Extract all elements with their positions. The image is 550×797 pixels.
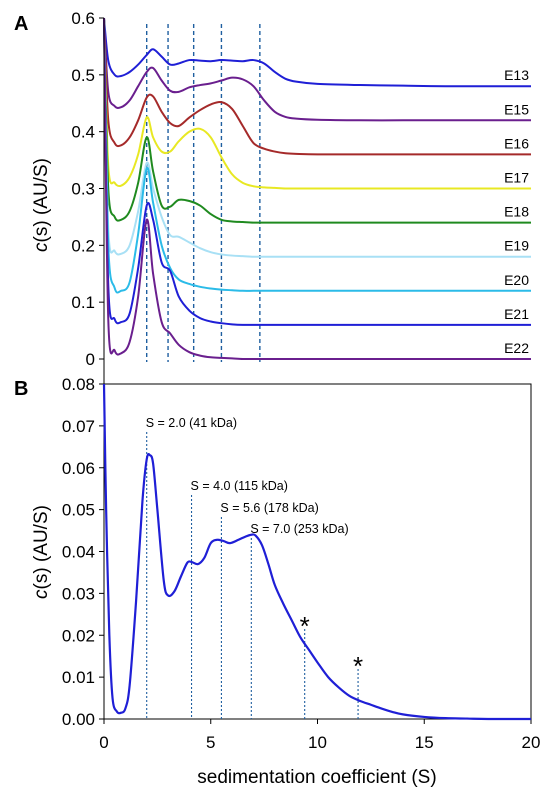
panel-a-series-label: E22 bbox=[504, 340, 529, 356]
panel-b-series bbox=[102, 383, 532, 721]
panel-a-series-line-e16 bbox=[103, 17, 532, 156]
panel-a-series-line-e22 bbox=[103, 17, 531, 361]
panel-b-asterisk-marker: * bbox=[353, 651, 363, 681]
panel-a-series-label: E17 bbox=[504, 170, 529, 186]
panel-b-x-axis-label: sedimentation coefficient (S) bbox=[197, 767, 436, 788]
panel-b-markers: ** bbox=[300, 611, 364, 681]
panel-b-annotation-drop-lines bbox=[146, 432, 359, 719]
panel-b-frame bbox=[103, 383, 532, 720]
panel-a-series-line-e21 bbox=[103, 17, 531, 326]
panel-a-vertical-reference-lines bbox=[145, 24, 261, 362]
panel-a-series-line-e15 bbox=[103, 17, 531, 122]
panel-b-y-tick-label: 0.08 bbox=[62, 375, 95, 394]
panel-a: A c(s) (AU/S) E13 E15 E16 E17 E18 E19 E20 E21 E2… bbox=[14, 9, 532, 384]
panel-b-x-tick-label: 0 bbox=[99, 733, 108, 752]
panel-b-x-tick-label: 20 bbox=[522, 733, 541, 752]
panel-a-series-labels: E13 E15 E16 E17 E18 E19 E20 E21 E22 bbox=[504, 67, 529, 356]
panel-b-y-tick-label: 0.00 bbox=[62, 710, 95, 729]
panel-b: B c(s) (AU/S) sedimentation coefficient … bbox=[14, 375, 540, 788]
panel-b-asterisk-marker: * bbox=[300, 611, 310, 641]
panel-b-annotation-label: S = 2.0 (41 kDa) bbox=[146, 416, 237, 430]
panel-a-series-line-e20 bbox=[103, 17, 531, 294]
panel-b-y-tick-label: 0.05 bbox=[62, 501, 95, 520]
panel-b-y-axis-label-rest: (s) (AU/S) bbox=[31, 505, 52, 589]
panel-a-y-ticks: 0 0.1 0.2 0.3 0.4 0.5 0.6 bbox=[71, 9, 104, 369]
panel-b-y-tick-label: 0.02 bbox=[62, 626, 95, 645]
panel-a-y-tick-label: 0.4 bbox=[71, 123, 95, 142]
panel-a-series-label: E16 bbox=[504, 135, 529, 151]
panel-a-series-label: E19 bbox=[504, 238, 529, 254]
panel-a-y-axis-label-italic: c bbox=[31, 242, 52, 252]
panel-b-y-tick-label: 0.03 bbox=[62, 584, 95, 603]
panel-b-x-ticks: 0 5 10 15 20 bbox=[99, 719, 540, 752]
panel-a-series-label: E21 bbox=[504, 306, 529, 322]
panel-a-letter: A bbox=[14, 13, 28, 35]
panel-a-series-line-e13 bbox=[103, 17, 532, 88]
panel-a-y-tick-label: 0 bbox=[86, 350, 95, 369]
panel-b-annotation-label: S = 4.0 (115 kDa) bbox=[191, 479, 288, 493]
panel-a-y-tick-label: 0.5 bbox=[71, 66, 95, 85]
panel-a-y-tick-label: 0.1 bbox=[71, 293, 95, 312]
panel-a-series-line-e17 bbox=[103, 17, 531, 190]
panel-a-series-line-e18 bbox=[103, 17, 531, 224]
panel-b-y-ticks: 0.00 0.01 0.02 0.03 0.04 0.05 0.06 0.07 0.08 bbox=[62, 375, 104, 729]
panel-b-x-tick-label: 15 bbox=[415, 733, 434, 752]
panel-a-y-tick-label: 0.6 bbox=[71, 9, 95, 28]
panel-b-y-axis-label-italic: c bbox=[31, 589, 52, 599]
panel-b-y-tick-label: 0.06 bbox=[62, 459, 95, 478]
panel-b-annotation-label: S = 7.0 (253 kDa) bbox=[250, 522, 348, 536]
panel-b-distribution-line bbox=[102, 383, 532, 721]
panel-a-series-line-e19 bbox=[103, 17, 531, 258]
panel-a-series-label: E20 bbox=[504, 272, 529, 288]
panel-a-series bbox=[103, 17, 532, 361]
panel-b-y-tick-label: 0.01 bbox=[62, 668, 95, 687]
panel-a-y-tick-label: 0.2 bbox=[71, 236, 95, 255]
panel-b-y-tick-label: 0.07 bbox=[62, 417, 95, 436]
panel-b-annotations: S = 2.0 (41 kDa) S = 4.0 (115 kDa) S = 5.6… bbox=[146, 416, 349, 536]
panel-b-x-tick-label: 10 bbox=[308, 733, 327, 752]
panel-a-series-label: E13 bbox=[504, 67, 529, 83]
panel-a-series-label: E18 bbox=[504, 204, 529, 220]
panel-b-letter: B bbox=[14, 378, 28, 400]
panel-a-y-tick-label: 0.3 bbox=[71, 180, 95, 199]
panel-b-y-tick-label: 0.04 bbox=[62, 543, 95, 562]
panel-b-x-tick-label: 5 bbox=[206, 733, 215, 752]
panel-b-annotation-label: S = 5.6 (178 kDa) bbox=[220, 501, 318, 515]
panel-a-y-axis-label-rest: (s) (AU/S) bbox=[31, 158, 52, 242]
panel-a-y-axis-label: c(s) (AU/S) bbox=[31, 158, 52, 252]
panel-b-y-axis-label: c(s) (AU/S) bbox=[31, 505, 52, 599]
panel-a-series-label: E15 bbox=[504, 101, 529, 117]
